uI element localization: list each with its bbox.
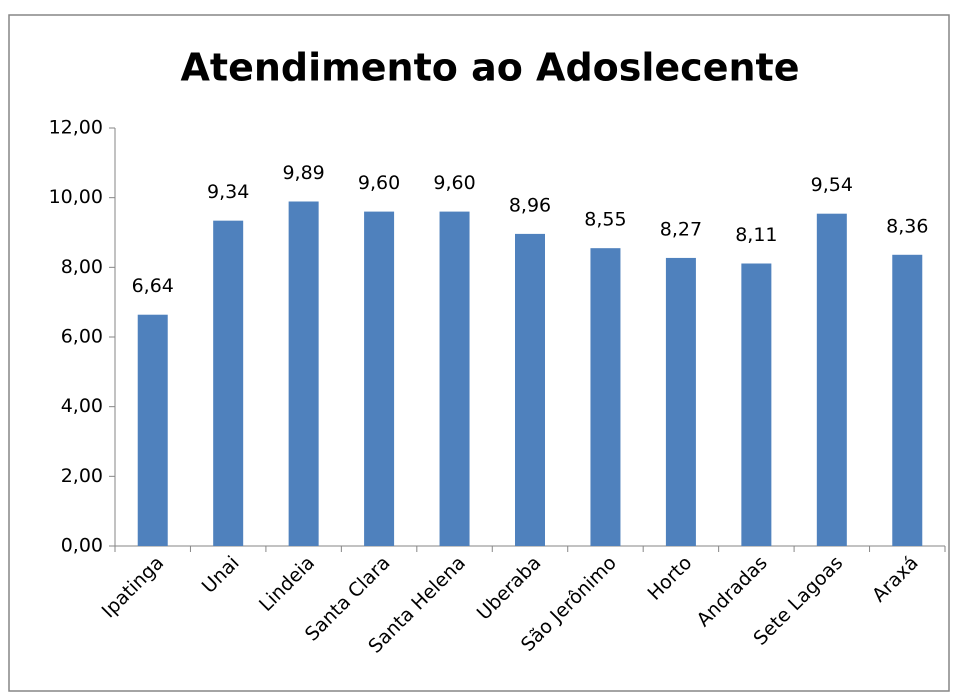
data-label: 8,96	[509, 194, 551, 216]
y-tick-label: 10,00	[49, 186, 103, 208]
data-label: 9,89	[282, 162, 324, 184]
bar	[213, 220, 244, 546]
bar	[137, 314, 168, 546]
bar	[288, 201, 319, 546]
bar	[665, 257, 696, 546]
y-tick-label: 2,00	[61, 465, 103, 487]
bar	[741, 263, 772, 546]
y-tick-label: 8,00	[61, 256, 103, 278]
data-label: 6,64	[132, 275, 174, 297]
bar	[892, 254, 923, 546]
data-label: 9,54	[811, 174, 853, 196]
data-label: 8,11	[735, 224, 777, 246]
y-tick-label: 0,00	[61, 535, 103, 557]
bar	[439, 211, 470, 546]
data-label: 8,36	[886, 215, 928, 237]
data-label: 9,60	[433, 172, 475, 194]
bar	[816, 213, 847, 546]
y-tick-label: 12,00	[49, 117, 103, 139]
y-tick-label: 4,00	[61, 395, 103, 417]
data-label: 9,34	[207, 181, 249, 203]
chart-title: Atendimento ao Adoslecente	[181, 46, 800, 90]
data-label: 8,55	[584, 209, 626, 231]
bar	[364, 211, 395, 546]
data-label: 8,27	[660, 218, 702, 240]
bar	[515, 233, 545, 547]
data-label: 9,60	[358, 172, 400, 194]
bar	[590, 248, 621, 547]
y-tick-label: 6,00	[61, 326, 103, 348]
